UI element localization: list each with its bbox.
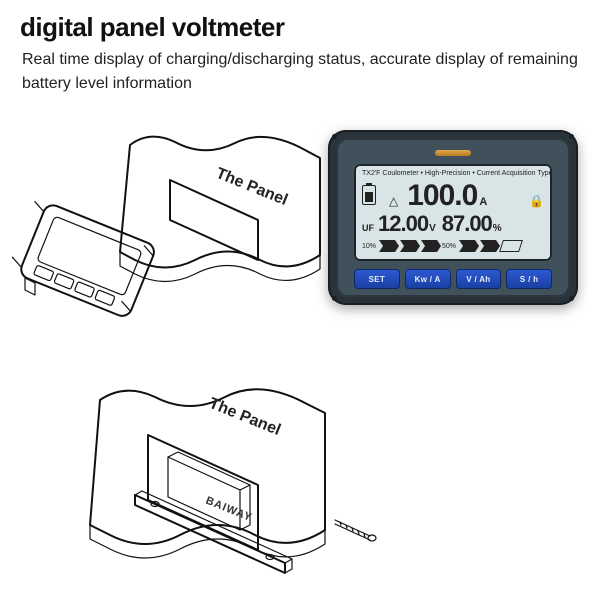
warning-icon: △ — [389, 194, 398, 208]
progress-mid-label: 50% — [442, 243, 456, 250]
device-frame: TX2'F Coulometer • High-Precision • Curr… — [336, 138, 570, 297]
diagram-bottom: The Panel BAIWAY — [40, 345, 400, 600]
device-photo: TX2'F Coulometer • High-Precision • Curr… — [328, 130, 578, 305]
page-subtitle: Real time display of charging/dischargin… — [22, 48, 582, 96]
lcd-screen: TX2'F Coulometer • High-Precision • Curr… — [354, 164, 552, 261]
chevron-icon — [379, 240, 399, 252]
screw-icon — [569, 134, 574, 139]
battery-icon — [362, 185, 376, 205]
chevron-icon — [459, 240, 479, 252]
diagram-top: The Panel — [10, 110, 340, 340]
voltage-reading: 12.00 — [378, 211, 428, 237]
percent-unit: % — [493, 223, 502, 234]
screw-icon — [335, 520, 376, 541]
led-indicator-icon — [435, 150, 471, 156]
chevron-icon — [499, 240, 523, 252]
v-ah-button[interactable]: V / Ah — [456, 269, 502, 289]
s-h-button[interactable]: S / h — [506, 269, 552, 289]
panel-label: The Panel — [214, 165, 290, 209]
current-unit: A — [479, 196, 487, 208]
screw-icon — [569, 296, 574, 301]
brand-label: BAIWAY — [204, 495, 254, 524]
kw-a-button[interactable]: Kw / A — [405, 269, 451, 289]
progress-bar: 10% 50% — [362, 240, 544, 252]
voltage-prefix: UF — [362, 223, 374, 233]
voltage-unit: V — [429, 223, 436, 234]
lcd-header-text: TX2'F Coulometer • High-Precision • Curr… — [362, 170, 544, 177]
progress-left-label: 10% — [362, 243, 376, 250]
chevron-icon — [400, 240, 420, 252]
chevron-icon — [480, 240, 500, 252]
device-button-row: SET Kw / A V / Ah S / h — [354, 269, 552, 289]
page-title: digital panel voltmeter — [20, 12, 284, 43]
chevron-icon — [421, 240, 441, 252]
panel-label: The Panel — [207, 395, 283, 439]
current-reading: 100.0 — [407, 179, 477, 213]
set-button[interactable]: SET — [354, 269, 400, 289]
percent-reading: 87.00 — [442, 211, 492, 237]
lock-icon: 🔒 — [529, 194, 544, 208]
